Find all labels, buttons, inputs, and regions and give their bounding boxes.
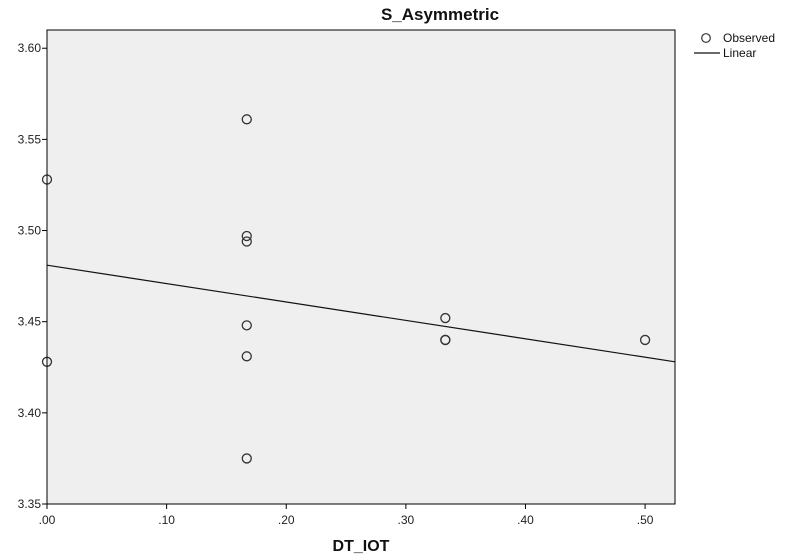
observed-point bbox=[241, 236, 252, 247]
plot-frame bbox=[46, 29, 676, 505]
observed-point bbox=[241, 114, 252, 125]
y-tick-label: 3.60 bbox=[18, 41, 42, 55]
x-axis: .00 .10 .20 .30 .40 .50 bbox=[39, 504, 654, 527]
y-axis: 3.35 3.40 3.45 3.50 3.55 3.60 bbox=[18, 41, 47, 511]
observed-point bbox=[639, 334, 651, 346]
legend-observed-label: Observed bbox=[723, 31, 775, 45]
observed-point bbox=[241, 320, 252, 331]
linear-fit-layer bbox=[46, 264, 676, 363]
x-tick-label: .10 bbox=[158, 513, 175, 527]
x-tick-label: .30 bbox=[398, 513, 415, 527]
observed-point bbox=[440, 334, 451, 346]
x-tick-label: .20 bbox=[278, 513, 295, 527]
chart-title: S_Asymmetric bbox=[381, 5, 499, 24]
y-tick-label: 3.45 bbox=[18, 315, 42, 329]
plot-area bbox=[47, 30, 675, 504]
observed-point bbox=[241, 351, 252, 362]
observed-point bbox=[440, 312, 451, 324]
observed-point bbox=[241, 453, 252, 464]
legend: Observed Linear bbox=[694, 31, 775, 60]
x-axis-label: DT_IOT bbox=[333, 538, 390, 555]
y-tick-label: 3.40 bbox=[18, 406, 42, 420]
x-tick-label: .00 bbox=[39, 513, 56, 527]
y-tick-label: 3.35 bbox=[18, 497, 42, 511]
legend-observed-marker bbox=[701, 33, 711, 43]
observed-point bbox=[241, 230, 252, 242]
y-tick-label: 3.55 bbox=[18, 132, 42, 146]
x-tick-label: .50 bbox=[637, 513, 654, 527]
y-tick-label: 3.50 bbox=[18, 224, 42, 238]
linear-fit-line bbox=[46, 264, 676, 363]
legend-linear-label: Linear bbox=[723, 46, 756, 60]
x-tick-label: .40 bbox=[517, 513, 534, 527]
